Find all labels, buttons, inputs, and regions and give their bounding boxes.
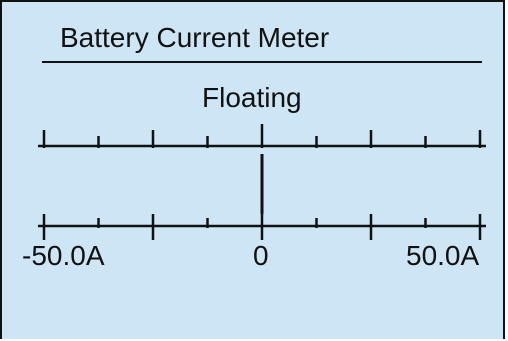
- meter-status: Floating: [202, 82, 302, 113]
- scale-min-label: -50.0A: [22, 240, 105, 271]
- scale-max-label: 50.0A: [406, 240, 480, 271]
- scale-zero-label: 0: [253, 240, 269, 271]
- title-underline: [42, 61, 482, 63]
- meter-title: Battery Current Meter: [60, 22, 330, 53]
- lower-scale-ticks: [42, 214, 482, 240]
- upper-scale-ticks: [42, 124, 482, 148]
